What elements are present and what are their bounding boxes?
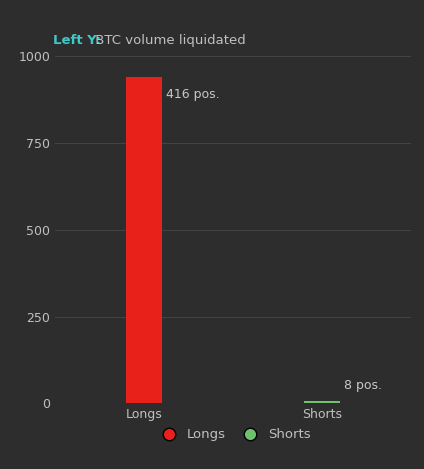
Text: BTC volume liquidated: BTC volume liquidated: [91, 34, 246, 47]
Text: 416 pos.: 416 pos.: [166, 88, 220, 100]
Text: 8 pos.: 8 pos.: [344, 379, 382, 392]
Legend: Longs, Shorts: Longs, Shorts: [151, 424, 315, 446]
Bar: [126, 77, 162, 403]
Text: Left Y:: Left Y:: [53, 34, 101, 47]
Bar: [304, 401, 340, 403]
